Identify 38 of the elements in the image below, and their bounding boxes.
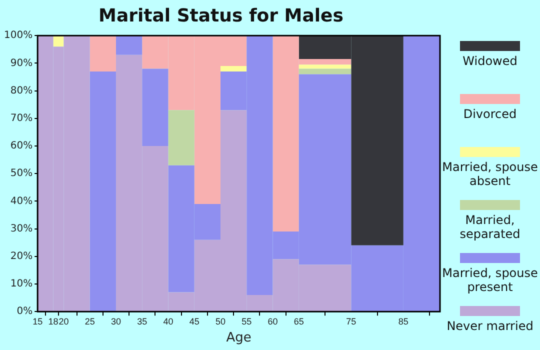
x-tick-label: 65 xyxy=(294,316,304,326)
legend-label: Widowed xyxy=(462,54,518,68)
y-tick-label: 60% xyxy=(10,140,33,152)
legend-label: Never married xyxy=(446,319,534,333)
chart-title: Marital Status for Males xyxy=(98,5,344,26)
legend-label: Married, spouse absent xyxy=(441,160,539,188)
x-tick-label: 25 xyxy=(84,316,95,326)
x-tick-label: 35 xyxy=(137,316,148,326)
bar xyxy=(220,66,247,72)
bar xyxy=(90,36,116,72)
y-tick-label: 100% xyxy=(4,30,33,42)
y-tick-label: 70% xyxy=(10,112,33,124)
bar xyxy=(116,36,142,55)
x-axis-title: Age xyxy=(226,330,252,346)
x-tick-label: 40 xyxy=(163,316,174,326)
x-tick-label: 45 xyxy=(189,316,200,326)
x-tick-label: 85 xyxy=(398,316,408,326)
y-tick-label: 90% xyxy=(10,58,33,69)
x-tick-label: 55 xyxy=(242,316,252,326)
x-tick-label: 15 xyxy=(32,316,43,326)
legend-label: Married, separated xyxy=(458,213,522,241)
y-tick-label: 10% xyxy=(10,278,33,290)
legend-label: Divorced xyxy=(462,107,518,121)
y-tick-label: 50% xyxy=(10,168,33,180)
x-tick-label: 18 xyxy=(48,316,58,326)
y-tick-label: 30% xyxy=(10,223,33,234)
y-tick-label: 0% xyxy=(16,306,33,318)
x-tick-label: 50 xyxy=(215,316,226,326)
y-tick-label: 40% xyxy=(10,196,33,207)
y-tick-label: 80% xyxy=(10,85,33,96)
y-tick-label: 20% xyxy=(10,250,33,262)
x-tick-label: 30 xyxy=(110,316,121,326)
bar xyxy=(90,71,116,312)
x-tick-label: 60 xyxy=(268,316,278,326)
legend-label: Married, spouse present xyxy=(441,266,539,294)
x-tick-label: 20 xyxy=(58,316,69,326)
x-tick-label: 75 xyxy=(346,316,356,326)
bar xyxy=(142,68,168,146)
